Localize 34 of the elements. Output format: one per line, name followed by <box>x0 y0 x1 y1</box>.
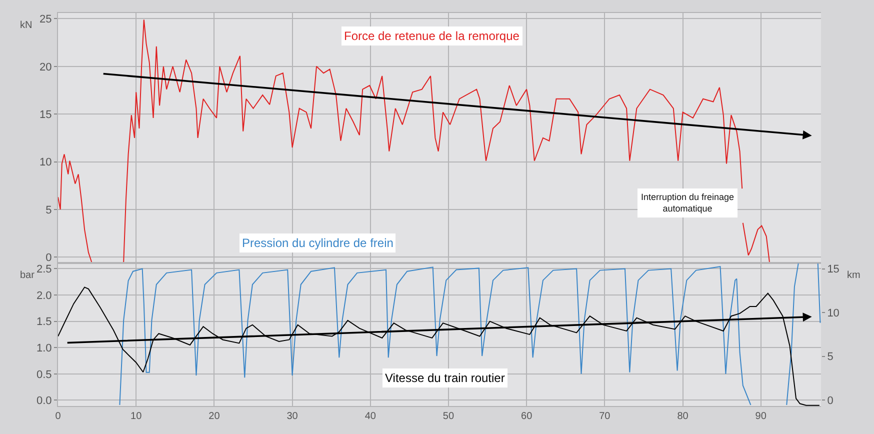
x-tick-label: 10 <box>130 411 142 422</box>
series-label: Pression du cylindre de frein <box>242 236 394 250</box>
y-tick-label: 2.5 <box>36 264 52 276</box>
x-tick-label: 80 <box>677 411 689 422</box>
annotation: Interruption du freinage automatique <box>641 192 734 214</box>
y-tick-label: 5 <box>46 204 52 216</box>
x-tick-label: 70 <box>599 411 611 422</box>
y2-tick-label: 0 <box>827 394 834 407</box>
y-tick-label: 2.0 <box>36 290 52 302</box>
y2-tick-label: 10 <box>827 307 840 320</box>
y2-tick-label: 5 <box>827 351 834 364</box>
y-tick-label: 0.0 <box>36 395 52 408</box>
x-tick-label: 40 <box>364 411 376 422</box>
x-tick-label: 50 <box>442 411 454 422</box>
y2-axis-title: km <box>847 270 860 281</box>
text: Force de retenue de la remorque <box>344 29 520 43</box>
x-tick-label: 20 <box>208 411 220 422</box>
x-tick-label: 0 <box>55 411 62 422</box>
y-tick-label: 0 <box>46 252 52 264</box>
y-axis-title: bar <box>20 270 36 281</box>
x-tick-label: 60 <box>521 411 533 422</box>
y-axis-title: kN <box>20 20 32 31</box>
y-tick-label: 20 <box>40 61 52 74</box>
y-tick-label: 25 <box>40 14 52 26</box>
x-tick-label: 90 <box>755 411 767 422</box>
x-tick-label: 30 <box>286 411 298 422</box>
y-tick-label: 0.5 <box>36 368 52 381</box>
line-series <box>58 286 820 406</box>
y-tick-label: 1.0 <box>36 342 52 354</box>
y-tick-label: 10 <box>40 156 52 169</box>
y2-tick-label: 15 <box>827 264 840 276</box>
y-tick-label: 1.5 <box>36 316 52 328</box>
text: Vitesse du train routier <box>385 371 505 385</box>
y-tick-label: 15 <box>40 108 52 121</box>
